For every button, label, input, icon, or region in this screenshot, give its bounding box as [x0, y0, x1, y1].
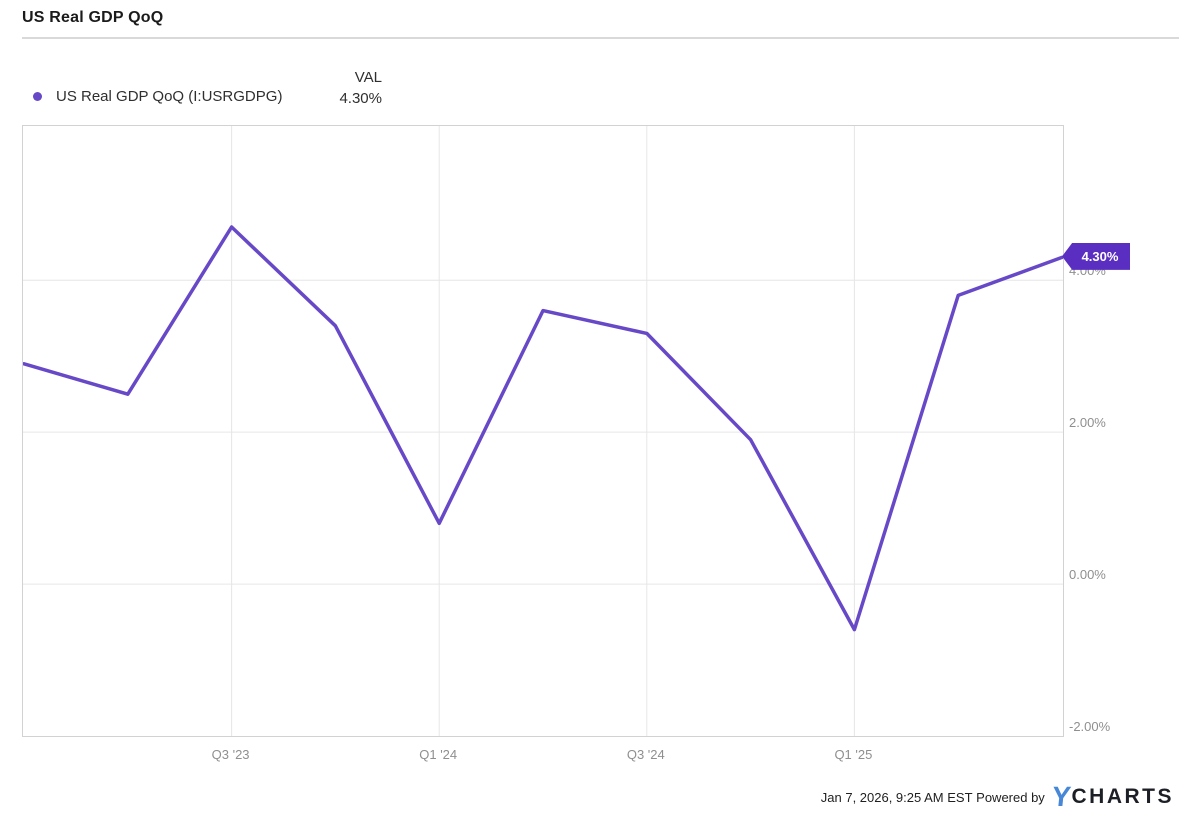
x-axis-tick-label: Q1 '24 — [419, 747, 458, 762]
x-axis-tick-label: Q3 '24 — [626, 747, 665, 762]
ycharts-wordmark: CHARTS — [1071, 785, 1174, 808]
y-axis-tick-label: -2.00% — [1069, 719, 1111, 734]
y-axis-tick-label: 0.00% — [1069, 567, 1106, 583]
timestamp: Jan 7, 2026, 9:25 AM EST — [820, 789, 973, 805]
x-axis-tick-label: Q1 '25 — [834, 747, 873, 762]
ycharts-logo[interactable]: Y CHARTS — [1050, 781, 1174, 812]
line-chart-svg — [23, 126, 1063, 736]
legend-val-header: VAL — [354, 69, 382, 86]
legend-row[interactable]: US Real GDP QoQ (I:USRGDPG) — [33, 88, 282, 105]
last-value-badge: 4.30% — [1062, 242, 1130, 270]
footer: Jan 7, 2026, 9:25 AM EST Powered by Y CH… — [820, 781, 1174, 812]
series-label: US Real GDP QoQ (I:USRGDPG) — [56, 88, 283, 105]
legend-current-value: 4.30% — [339, 90, 382, 107]
y-axis-tick-label: 2.00% — [1069, 415, 1106, 431]
title-divider — [22, 37, 1179, 39]
series-color-dot-icon — [33, 92, 42, 101]
chart-title: US Real GDP QoQ — [22, 9, 164, 26]
x-axis-tick-label: Q3 '23 — [211, 747, 250, 762]
ycharts-y-icon: Y — [1050, 781, 1073, 812]
plot-area[interactable] — [22, 125, 1064, 737]
powered-by-label: Powered by — [976, 789, 1045, 805]
